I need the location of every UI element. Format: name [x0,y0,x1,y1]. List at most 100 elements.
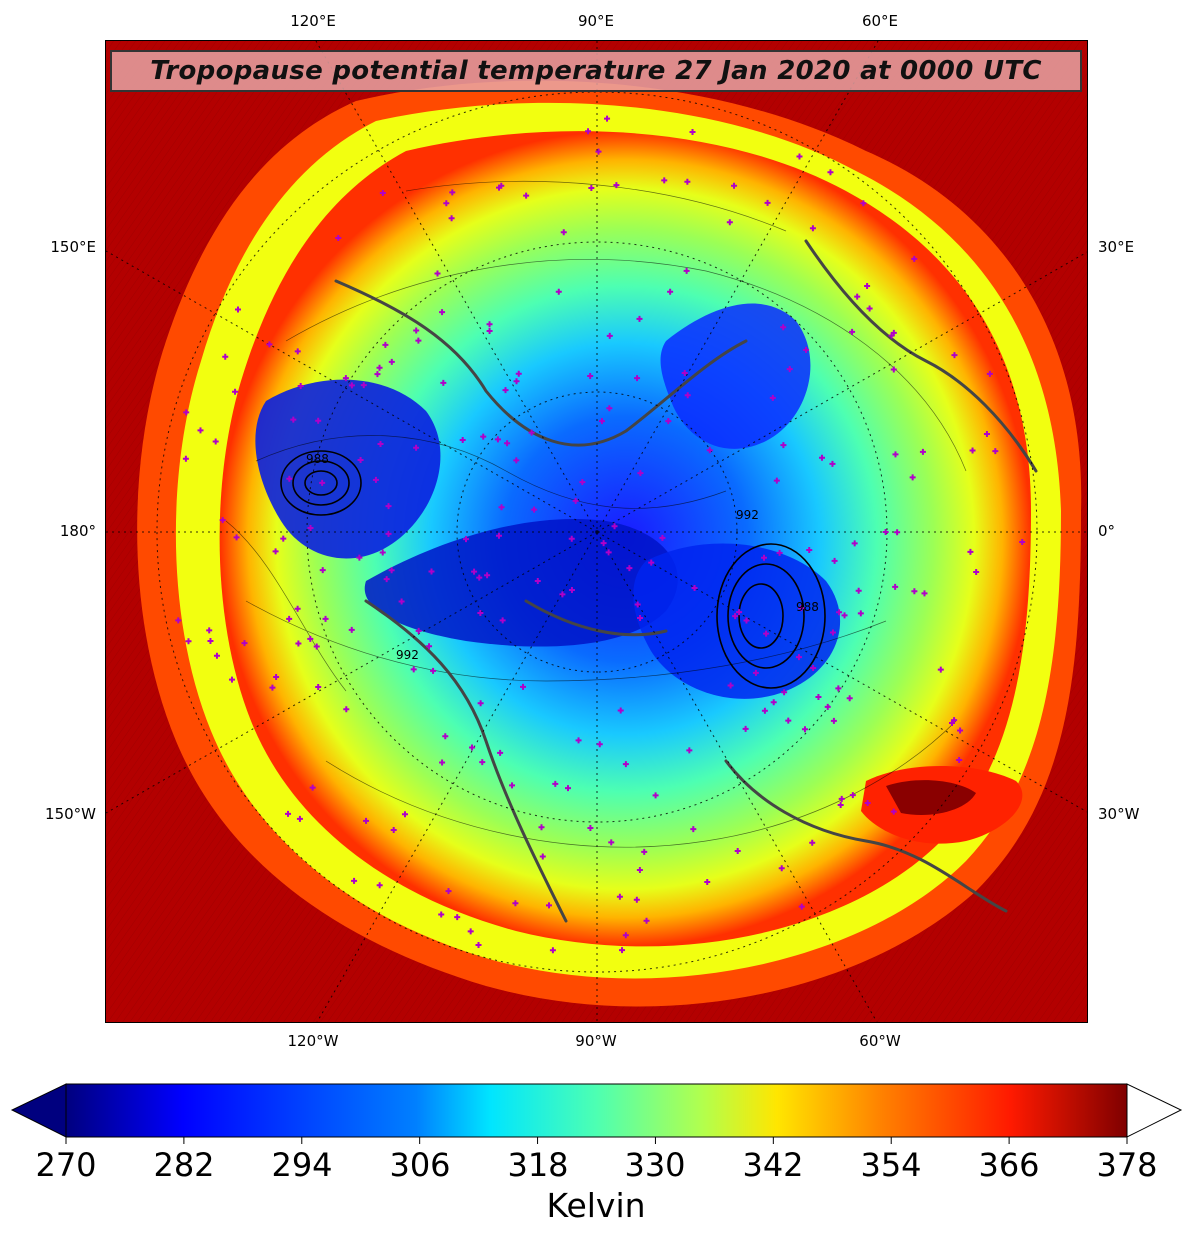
lon-tick-top: 60°E [861,12,899,30]
station-marker [398,598,405,605]
station-marker [690,826,697,833]
station-marker [743,617,750,624]
station-marker [986,370,993,377]
station-marker [480,433,487,440]
graticule [106,41,1087,1022]
station-marker [967,548,974,555]
station-marker [596,741,603,748]
station-marker [604,115,611,122]
station-marker [212,438,219,445]
station-marker [410,666,417,673]
lon-tick-bottom: 60°W [859,1032,901,1050]
lon-tick-top: 120°E [290,12,336,30]
colorbar-gradient [65,1083,1128,1138]
colorbar-tick-label: 354 [860,1146,922,1184]
station-marker [213,652,220,659]
station-marker [428,568,435,575]
station-marker [882,529,889,536]
station-marker [864,799,871,806]
station-marker [780,324,787,331]
station-marker [849,792,856,799]
station-marker [363,817,370,824]
station-marker [803,346,810,353]
station-marker [475,942,482,949]
station-marker [636,315,643,322]
station-marker [681,369,688,376]
station-marker [598,418,605,425]
station-marker [241,640,248,647]
station-marker [892,451,899,458]
station-marker [643,917,650,924]
station-marker [222,353,229,360]
station-marker [894,529,901,536]
station-marker [575,737,582,744]
station-marker [313,643,320,650]
lon-tick-left: 150°W [45,805,96,823]
low-pressure-east [716,543,826,689]
station-marker [619,947,626,954]
station-marker [294,348,301,355]
station-marker [502,387,509,394]
station-marker [486,328,493,335]
station-marker [616,893,623,900]
station-marker [382,341,389,348]
station-marker [973,568,980,575]
station-markers [175,115,1026,954]
station-marker [606,405,613,412]
lon-tick-bottom: 90°W [575,1032,617,1050]
station-marker [608,839,615,846]
station-marker [622,761,629,768]
station-marker [515,370,522,377]
station-marker [538,824,545,831]
station-marker [552,780,559,787]
colorbar-tick-label: 270 [35,1146,97,1184]
station-marker [207,637,214,644]
station-marker [634,375,641,382]
station-marker [1019,538,1026,545]
station-marker [175,617,182,624]
station-marker [415,337,422,344]
station-marker [829,460,836,467]
station-marker [957,727,964,734]
station-marker [390,826,397,833]
contour-label: 988 [306,452,329,466]
station-marker [855,587,862,594]
station-marker [534,577,541,584]
station-marker [322,615,329,622]
station-marker [778,865,785,872]
station-marker [795,654,802,661]
colorbar-tick-label: 318 [507,1146,569,1184]
lon-tick-bottom: 120°W [287,1032,339,1050]
coastline-overlay [334,239,1038,923]
station-marker [348,382,355,389]
station-marker [665,418,672,425]
station-marker [512,900,519,907]
station-marker [539,853,546,860]
station-marker [471,568,478,575]
station-marker [504,440,511,447]
station-marker [983,431,990,438]
station-marker [727,682,734,689]
station-marker [559,591,566,598]
station-marker [449,189,456,196]
contour-overlay [225,181,967,848]
station-marker [385,503,392,510]
station-marker [348,626,355,633]
station-marker [667,288,674,295]
station-marker [691,584,698,591]
station-marker [849,328,856,335]
station-marker [285,810,292,817]
station-marker [736,609,743,616]
station-marker [831,557,838,564]
station-marker [438,911,445,918]
station-marker [555,288,562,295]
station-marker [440,379,447,386]
station-marker [442,733,449,740]
colorbar-tick-label: 306 [389,1146,451,1184]
station-marker [463,536,470,543]
station-marker [796,153,803,160]
station-marker [992,448,999,455]
lon-tick-top: 90°E [577,12,615,30]
station-marker [579,479,586,486]
station-marker [476,574,483,581]
